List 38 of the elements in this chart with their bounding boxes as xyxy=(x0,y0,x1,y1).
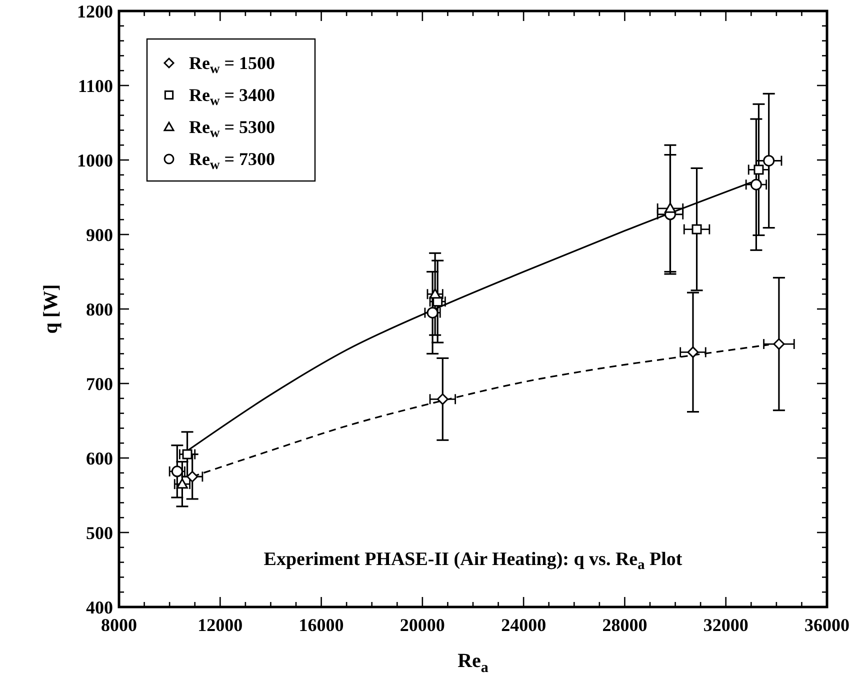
point xyxy=(176,478,188,489)
point xyxy=(664,202,676,213)
point xyxy=(754,164,764,175)
point xyxy=(750,178,762,190)
y-tick-label: 1000 xyxy=(77,150,113,170)
point xyxy=(436,393,448,405)
x-axis-title: Re$_{a}$ xyxy=(458,650,489,676)
y-tick-label: 1100 xyxy=(78,76,113,96)
legend-label: Re$_{w}$ = 5300 xyxy=(189,117,276,140)
point xyxy=(763,154,775,166)
legend-label: Re$_{w}$ = 3400 xyxy=(189,85,276,108)
y-tick-label: 900 xyxy=(86,224,113,245)
x-tick-label: 28000 xyxy=(602,615,648,635)
y-axis-title: q [W] xyxy=(40,284,62,334)
text: Experiment PHASE-II (Air Heating): q vs. Re$_{a}$ Plot xyxy=(264,549,683,574)
x-tick-label: 36000 xyxy=(804,615,850,635)
point xyxy=(692,224,702,234)
legend-label: Re$_{w}$ = 1500 xyxy=(189,53,276,76)
x-tick-label: 8000 xyxy=(101,615,137,635)
y-tick-label: 800 xyxy=(86,299,113,320)
point xyxy=(687,346,699,358)
point xyxy=(186,470,198,482)
x-tick-label: 20000 xyxy=(400,615,445,635)
point xyxy=(429,288,441,299)
point xyxy=(773,338,785,350)
x-tick-label: 24000 xyxy=(501,615,546,635)
x-tick-label: 12000 xyxy=(198,615,243,635)
y-tick-label: 600 xyxy=(86,448,113,468)
y-tick-label: 500 xyxy=(86,522,113,543)
y-tick-label: 1200 xyxy=(77,1,113,22)
point xyxy=(171,466,183,478)
x-tick-label: 16000 xyxy=(298,615,344,635)
point xyxy=(182,449,192,460)
x-tick-label: 32000 xyxy=(703,615,748,635)
point xyxy=(426,306,438,318)
y-tick-label: 700 xyxy=(86,374,113,394)
legend-label: Re$_{w}$ = 7300 xyxy=(189,149,276,172)
y-tick-label: 400 xyxy=(86,597,113,618)
